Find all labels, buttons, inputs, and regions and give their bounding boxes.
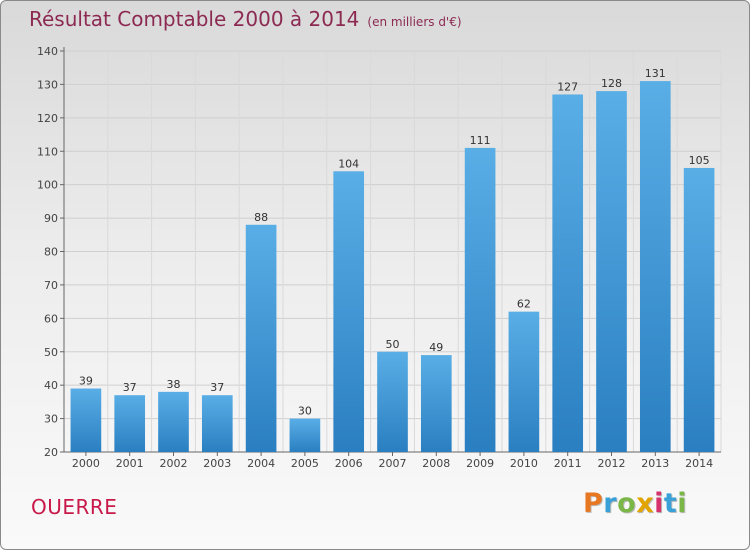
chart-title-text: Résultat Comptable 2000 à 2014 <box>29 7 360 31</box>
x-tick-label: 2013 <box>641 457 669 470</box>
y-tick-label: 90 <box>44 212 58 225</box>
x-tick-label: 2009 <box>466 457 494 470</box>
x-tick-label: 2002 <box>160 457 188 470</box>
y-tick-label: 120 <box>37 112 58 125</box>
bar-2007 <box>377 351 408 452</box>
value-label: 111 <box>470 134 491 147</box>
x-tick-label: 2006 <box>335 457 363 470</box>
x-tick-label: 2012 <box>598 457 626 470</box>
data-labels: 39 37 38 37 88 30 104 50 49 111 62 127 128 131 105 <box>79 67 710 418</box>
bar-2005 <box>289 418 321 452</box>
chart-title: Résultat Comptable 2000 à 2014 (en millie… <box>29 7 462 31</box>
x-tick-label: 2004 <box>247 457 275 470</box>
x-tick-label: 2003 <box>203 457 231 470</box>
x-tick-label: 2008 <box>422 457 450 470</box>
bar-2003 <box>201 395 233 452</box>
y-tick-label: 60 <box>44 312 58 325</box>
chart-subtitle: (en milliers d'€) <box>367 15 462 29</box>
y-tick-label: 80 <box>44 246 58 259</box>
x-tick-label: 2005 <box>291 457 319 470</box>
y-tick-label: 30 <box>44 413 58 426</box>
y-tick-label: 50 <box>44 346 58 359</box>
logo-letter: i <box>654 488 664 519</box>
value-label: 39 <box>79 375 93 388</box>
logo-letter: x <box>636 488 655 519</box>
value-label: 30 <box>298 405 312 418</box>
y-tick-label: 70 <box>44 279 58 292</box>
x-tick-label: 2011 <box>554 457 582 470</box>
x-tick-label: 2010 <box>510 457 538 470</box>
value-label: 104 <box>338 157 359 170</box>
bar-2012 <box>596 91 627 452</box>
y-tick-label: 130 <box>37 78 58 91</box>
logo-letter: i <box>677 488 688 519</box>
logo-letter: t <box>663 488 678 519</box>
value-label: 127 <box>557 80 578 93</box>
y-tick-label: 100 <box>37 179 58 192</box>
bar-2011 <box>552 94 584 453</box>
bar-2000 <box>70 388 102 452</box>
bar-2002 <box>158 391 189 452</box>
value-label: 49 <box>429 341 443 354</box>
bar-2006 <box>333 171 365 453</box>
y-tick-label: 140 <box>37 45 58 58</box>
bar-2009 <box>464 147 496 453</box>
value-label: 38 <box>167 378 181 391</box>
value-label: 128 <box>601 77 622 90</box>
y-tick-label: 110 <box>37 145 58 158</box>
value-label: 37 <box>210 381 224 394</box>
value-label: 105 <box>689 154 710 167</box>
bar-2010 <box>508 311 540 452</box>
x-tick-label: 2000 <box>72 457 100 470</box>
value-label: 50 <box>386 338 400 351</box>
bar-2013 <box>639 81 671 452</box>
logo-letter: P <box>583 488 604 519</box>
logo-letter: o <box>617 488 637 519</box>
bar-2001 <box>114 395 146 452</box>
value-label: 37 <box>123 381 137 394</box>
proxiti-logo[interactable]: Proxiti <box>583 488 687 519</box>
bar-2004 <box>245 224 277 452</box>
bar-2014 <box>683 167 715 453</box>
value-label: 62 <box>517 298 531 311</box>
logo-letter: r <box>603 488 618 519</box>
y-tick-label: 40 <box>44 379 58 392</box>
value-label: 88 <box>254 211 268 224</box>
x-tick-label: 2007 <box>379 457 407 470</box>
x-tick-label: 2001 <box>116 457 144 470</box>
x-tick-label: 2014 <box>685 457 713 470</box>
bar-2008 <box>420 355 452 452</box>
y-tick-label: 20 <box>44 446 58 459</box>
value-label: 131 <box>645 67 666 80</box>
bars <box>70 81 715 453</box>
place-name: OUERRE <box>31 495 118 519</box>
